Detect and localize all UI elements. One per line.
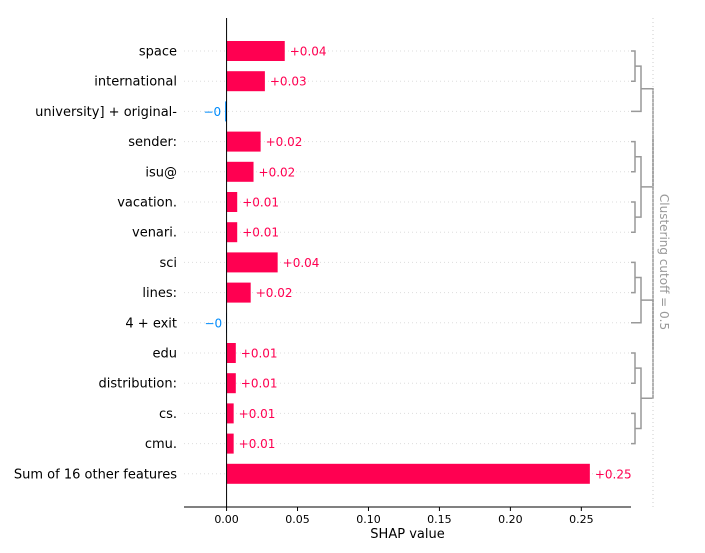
feature-label: cs.	[159, 407, 177, 422]
dendrogram-branch	[641, 299, 654, 400]
dendrogram-branch	[631, 65, 642, 113]
dendrogram-branch	[631, 261, 636, 294]
dendrogram-branch	[631, 140, 636, 173]
feature-label: isu@	[145, 165, 177, 180]
feature-label: vacation.	[117, 196, 177, 211]
x-tick-label: 0.15	[427, 513, 452, 526]
dendrogram	[631, 50, 654, 445]
bar	[226, 433, 234, 454]
grid-lines	[184, 50, 631, 475]
bar	[226, 192, 238, 212]
value-label: +0.02	[256, 286, 293, 300]
dendrogram-branch	[631, 412, 636, 445]
feature-label: sender:	[128, 135, 177, 150]
bar	[226, 282, 251, 303]
value-label: −0	[204, 316, 222, 330]
bar	[226, 252, 278, 273]
dendrogram-branch	[635, 155, 642, 218]
x-tick-label: 0.00	[214, 513, 239, 526]
bar	[226, 161, 254, 182]
feature-label: international	[94, 75, 177, 90]
dendrogram-branch	[631, 276, 642, 324]
dendrogram-branch	[631, 201, 636, 233]
dendrogram-branch	[641, 88, 654, 188]
dendrogram-branch	[631, 352, 636, 384]
bar	[226, 222, 238, 243]
dendrogram-branch	[635, 367, 642, 430]
x-tick-label: 0.20	[498, 513, 523, 526]
value-labels: +0.04 +0.03 −0 +0.02 +0.02 +0.01 +0.01 +0.04 +0.…	[203, 45, 631, 482]
bar	[225, 101, 227, 122]
cutoff-label: Clustering cutoff = 0.5	[657, 194, 671, 330]
bar	[226, 373, 236, 394]
feature-label: university] + original-	[35, 105, 177, 120]
value-label: +0.01	[241, 377, 278, 391]
value-label: +0.01	[241, 347, 278, 361]
value-label: +0.02	[266, 135, 303, 149]
x-tick-label: 0.10	[356, 513, 381, 526]
value-label: +0.01	[242, 226, 279, 240]
value-label: +0.01	[239, 437, 276, 451]
bar	[226, 71, 265, 92]
bar	[226, 41, 285, 61]
feature-label: distribution:	[99, 377, 177, 392]
bar	[226, 403, 234, 424]
feature-label: lines:	[142, 286, 177, 301]
bar	[226, 131, 261, 152]
dendrogram-branch	[631, 50, 636, 82]
value-label: +0.01	[239, 407, 276, 421]
feature-label: cmu.	[145, 437, 177, 452]
feature-label: sci	[159, 256, 177, 271]
x-tick-label: 0.05	[285, 513, 310, 526]
value-label: +0.01	[242, 196, 279, 210]
value-label: +0.04	[290, 45, 327, 59]
feature-label: Sum of 16 other features	[14, 467, 177, 482]
feature-label: space	[139, 45, 177, 60]
bars	[225, 41, 590, 484]
bar	[226, 343, 236, 363]
bar	[226, 463, 590, 484]
feature-label: venari.	[132, 226, 177, 241]
feature-label: 4 + exit	[125, 316, 177, 331]
feature-labels: space international university] + original…	[14, 45, 177, 483]
value-label: +0.04	[283, 256, 320, 270]
x-tick-label: 0.25	[569, 513, 594, 526]
x-axis-ticks: 0.00 0.05 0.10 0.15 0.20 0.25	[214, 507, 594, 526]
value-label: +0.25	[595, 467, 632, 481]
feature-label: edu	[153, 347, 178, 362]
value-label: +0.03	[270, 75, 307, 89]
value-label: −0	[203, 105, 221, 119]
value-label: +0.02	[259, 165, 296, 179]
x-axis-title: SHAP value	[370, 527, 444, 542]
